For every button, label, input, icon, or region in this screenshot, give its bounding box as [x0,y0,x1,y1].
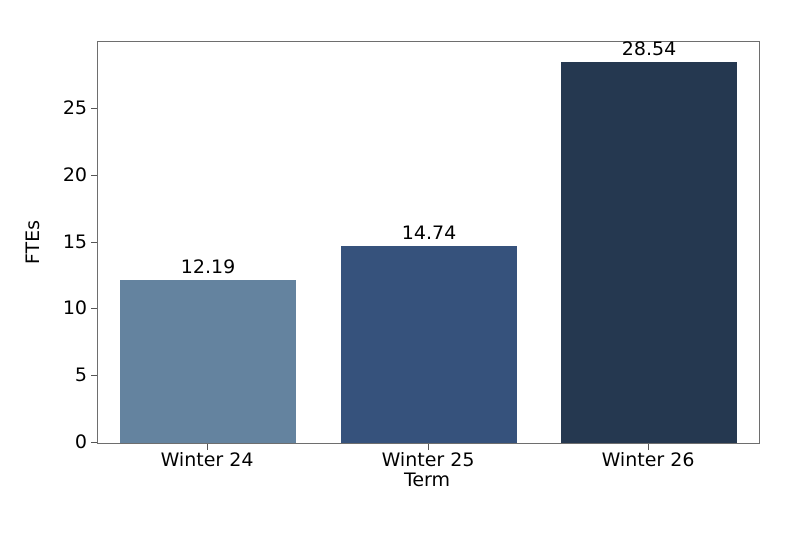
x-tick-mark [428,444,429,450]
y-tick-mark [91,442,97,443]
y-tick-label: 20 [62,164,87,186]
y-tick-mark [91,108,97,109]
x-tick-mark [648,444,649,450]
y-tick-mark [91,375,97,376]
y-tick-label: 5 [74,364,87,386]
bar-value-label: 28.54 [621,38,677,60]
bar-winter-24 [120,280,296,443]
y-tick-label: 25 [62,97,87,119]
y-tick-mark [91,308,97,309]
x-tick-mark [207,444,208,450]
bar-value-label: 12.19 [180,256,236,278]
bar-winter-26 [561,62,737,443]
y-tick-mark [91,242,97,243]
y-axis-label: FTEs [22,219,44,265]
x-axis-label: Term [403,469,451,491]
bar-winter-25 [341,246,517,443]
y-tick-label: 0 [74,431,87,453]
x-tick-label: Winter 24 [160,449,254,471]
y-tick-label: 15 [62,231,87,253]
y-tick-label: 10 [62,297,87,319]
x-tick-label: Winter 26 [601,449,695,471]
bar-value-label: 14.74 [401,222,457,244]
y-tick-mark [91,175,97,176]
plot-area: 12.19 14.74 28.54 [97,38,760,444]
x-tick-label: Winter 25 [381,449,475,471]
